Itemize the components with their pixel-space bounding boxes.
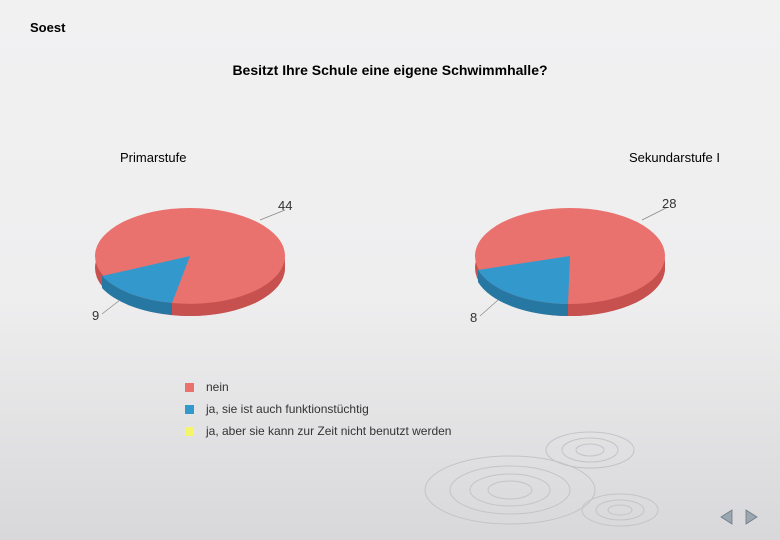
nav-prev-icon[interactable] bbox=[718, 508, 736, 526]
legend-item: ja, aber sie kann zur Zeit nicht benutzt… bbox=[185, 424, 451, 438]
legend-swatch bbox=[185, 405, 194, 414]
subtitle-left: Primarstufe bbox=[120, 150, 186, 165]
pie-left-label-small: 9 bbox=[92, 308, 99, 323]
pie-right-label-small: 8 bbox=[470, 310, 477, 325]
legend-swatch bbox=[185, 383, 194, 392]
legend-label: ja, sie ist auch funktionstüchtig bbox=[206, 402, 369, 416]
legend-label: nein bbox=[206, 380, 229, 394]
legend-label: ja, aber sie kann zur Zeit nicht benutzt… bbox=[206, 424, 451, 438]
nav-next-icon[interactable] bbox=[742, 508, 760, 526]
pie-chart-primarstufe: 44 9 bbox=[60, 180, 340, 355]
legend-item: ja, sie ist auch funktionstüchtig bbox=[185, 402, 451, 416]
legend: nein ja, sie ist auch funktionstüchtig j… bbox=[185, 380, 451, 446]
pie-chart-sekundarstufe: 28 8 bbox=[440, 180, 720, 355]
legend-item: nein bbox=[185, 380, 451, 394]
page-corner-title: Soest bbox=[30, 20, 65, 35]
subtitle-right: Sekundarstufe I bbox=[629, 150, 720, 165]
legend-swatch bbox=[185, 427, 194, 436]
page-title: Besitzt Ihre Schule eine eigene Schwimmh… bbox=[0, 62, 780, 78]
pie-left-label-big: 44 bbox=[278, 198, 292, 213]
